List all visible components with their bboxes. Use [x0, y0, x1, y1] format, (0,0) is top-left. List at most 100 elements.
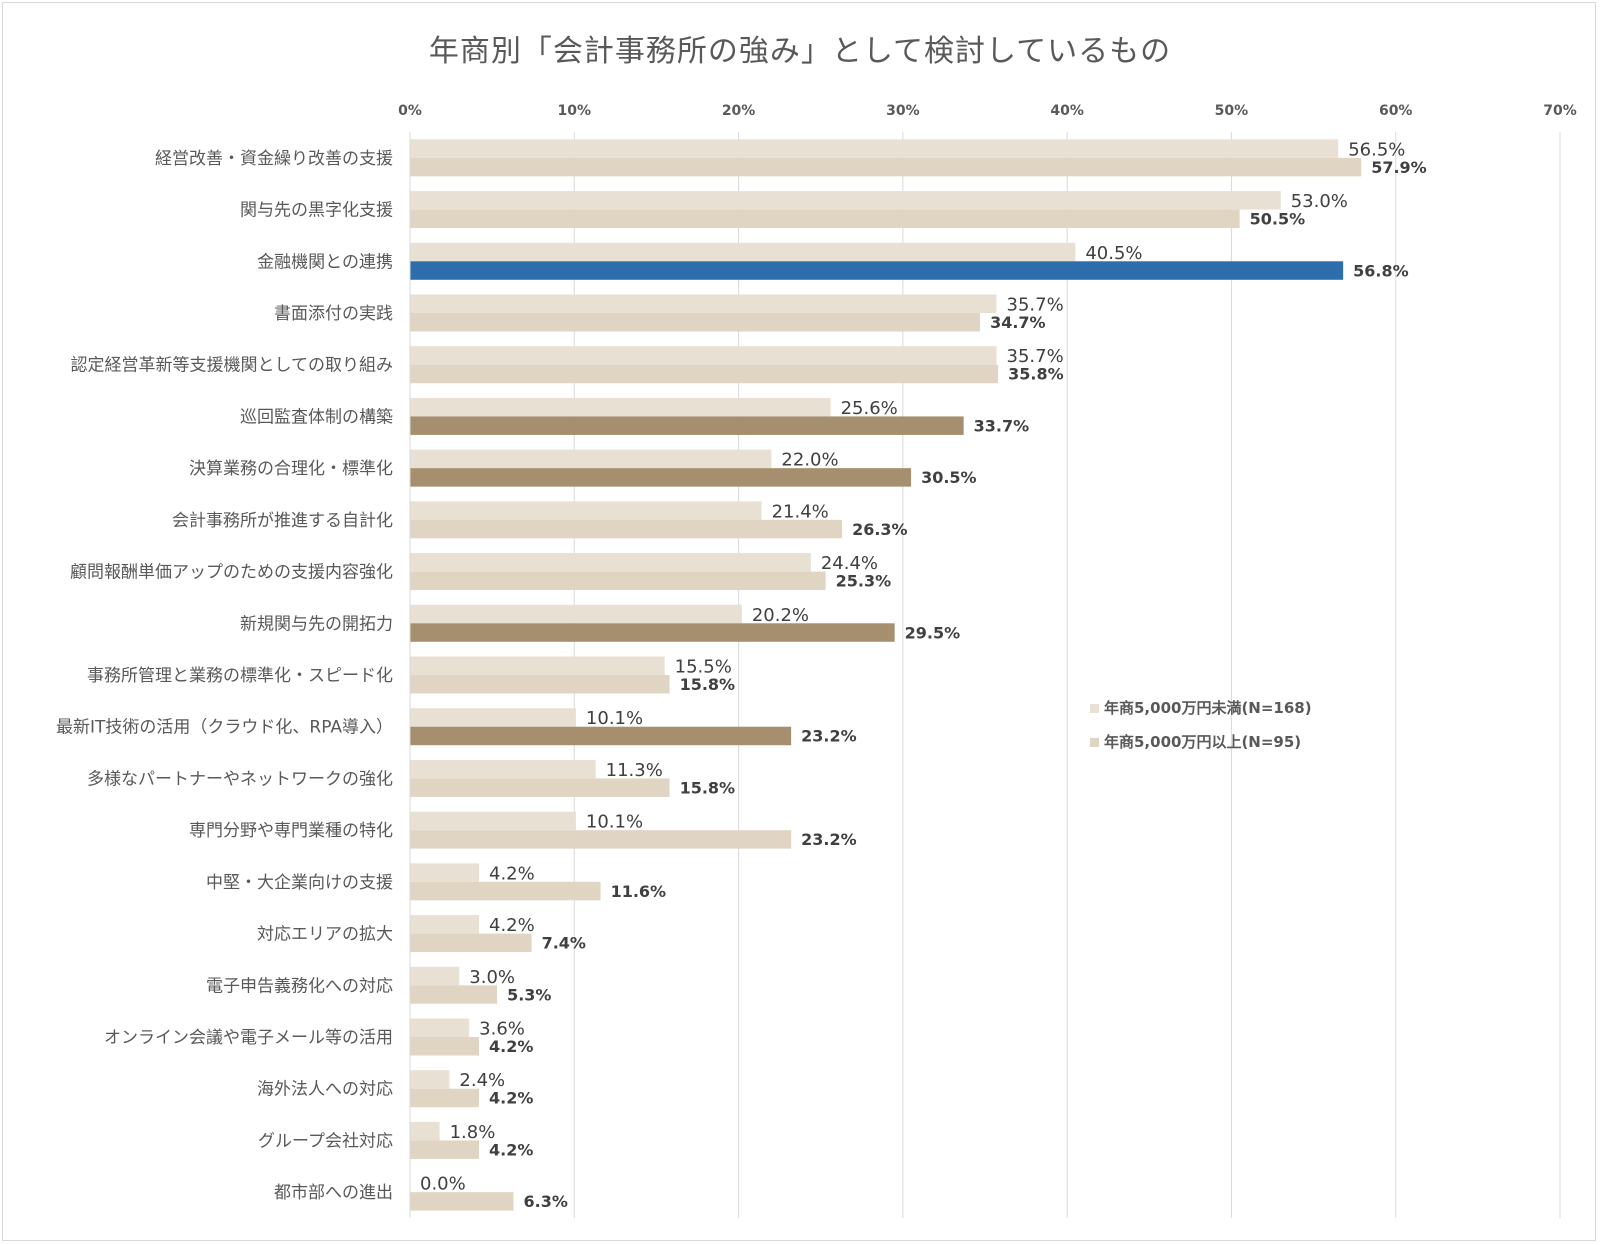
legend-label-series-2: 年商5,000万円以上(N=95) [1104, 733, 1301, 751]
category-label: 経営改善・資金繰り改善の支援 [155, 149, 393, 169]
category-label: 海外法人への対応 [257, 1080, 393, 1100]
category-label: 顧問報酬単価アップのための支援内容強化 [70, 563, 393, 583]
bar-series-2 [410, 571, 826, 591]
bar-series-1 [410, 966, 460, 986]
category-label: 電子申告義務化への対応 [206, 976, 393, 996]
bar-series-2 [410, 1037, 479, 1056]
legend-label-series-1: 年商5,000万円未満(N=168) [1104, 699, 1312, 717]
data-label-series-2: 4.2% [489, 1037, 533, 1056]
data-label-series-2: 23.2% [801, 727, 857, 746]
data-label-series-2: 4.2% [489, 1089, 533, 1108]
bar-series-2 [410, 675, 670, 694]
bar-series-1 [410, 191, 1281, 210]
data-label-series-2: 33.7% [974, 416, 1030, 435]
category-label: 専門分野や専門業種の特化 [189, 821, 393, 841]
bar-series-1 [410, 811, 576, 831]
bar-series-1 [410, 501, 762, 520]
category-label: 金融機関との連携 [257, 252, 393, 272]
bar-series-2 [410, 519, 843, 539]
bar-series-1 [410, 1121, 440, 1141]
data-label-series-2: 26.3% [852, 520, 908, 539]
legend-swatch-series-2 [1090, 738, 1099, 747]
bar-series-2 [410, 830, 792, 849]
category-label: 会計事務所が推進する自計化 [172, 511, 393, 531]
category-label: 多様なパートナーやネットワークの強化 [87, 769, 393, 789]
data-label-series-1: 4.2% [489, 863, 535, 884]
data-label-series-2: 5.3% [507, 985, 551, 1004]
bar-series-1 [410, 759, 596, 779]
data-label-series-1: 0.0% [420, 1174, 466, 1195]
data-label-series-2: 7.4% [542, 934, 586, 953]
category-label: 関与先の黒字化支援 [240, 201, 393, 221]
bar-series-2 [410, 313, 981, 332]
bar-series-2 [410, 726, 792, 746]
category-label: 中堅・大企業向けの支援 [206, 873, 393, 893]
bar-series-2 [410, 1140, 479, 1159]
data-label-series-1: 11.3% [606, 760, 663, 781]
data-label-series-2: 23.2% [801, 830, 857, 849]
bar-series-1 [410, 863, 479, 882]
data-label-series-1: 35.7% [1007, 346, 1064, 367]
bar-series-2 [410, 261, 1344, 280]
category-label: グループ会社対応 [258, 1131, 393, 1151]
bar-series-2 [410, 1192, 514, 1211]
data-label-series-1: 1.8% [450, 1122, 496, 1143]
category-label: 事務所管理と業務の標準化・スピード化 [87, 666, 393, 686]
bar-series-1 [410, 294, 997, 313]
data-label-series-2: 6.3% [524, 1192, 568, 1211]
x-tick-label: 60% [1379, 103, 1413, 119]
data-label-series-2: 56.8% [1353, 261, 1409, 280]
bar-series-2 [410, 157, 1362, 177]
data-label-series-2: 25.3% [836, 572, 892, 591]
bar-series-2 [410, 209, 1240, 229]
bar-series-2 [410, 881, 601, 901]
data-label-series-2: 50.5% [1250, 210, 1306, 229]
data-label-series-2: 15.8% [680, 778, 736, 797]
category-label: 認定経営革新等支援機関としての取り組み [71, 356, 394, 376]
data-label-series-1: 4.2% [489, 915, 535, 936]
bar-series-1 [410, 553, 811, 572]
data-label-series-2: 29.5% [905, 623, 961, 642]
data-label-series-2: 11.6% [611, 882, 667, 901]
data-label-series-1: 22.0% [781, 450, 838, 471]
bar-series-1 [410, 1070, 450, 1089]
data-label-series-1: 40.5% [1085, 243, 1142, 264]
category-label: 最新IT技術の活用（クラウド化、RPA導入） [56, 718, 393, 738]
bar-series-1 [410, 604, 742, 624]
data-label-series-1: 53.0% [1291, 191, 1348, 212]
data-label-series-2: 15.8% [680, 675, 736, 694]
x-tick-label: 30% [886, 103, 920, 119]
category-label: 書面添付の実践 [274, 304, 393, 324]
data-label-series-1: 2.4% [459, 1070, 505, 1091]
bar-series-2 [410, 468, 912, 487]
bar-series-1 [410, 915, 479, 934]
data-label-series-1: 10.1% [586, 708, 643, 729]
x-tick-label: 40% [1050, 103, 1084, 119]
legend-swatch-series-1 [1090, 704, 1099, 713]
data-label-series-1: 56.5% [1348, 139, 1405, 160]
chart-title: 年商別「会計事務所の強み」として検討しているもの [428, 34, 1172, 69]
x-tick-label: 50% [1215, 103, 1249, 119]
bar-series-2 [410, 623, 895, 642]
data-label-series-2: 4.2% [489, 1140, 533, 1159]
data-label-series-2: 34.7% [990, 313, 1046, 332]
bar-series-1 [410, 346, 997, 365]
data-label-series-2: 30.5% [921, 468, 977, 487]
bar-series-1 [410, 242, 1076, 262]
data-label-series-2: 35.8% [1008, 365, 1064, 384]
data-label-series-1: 35.7% [1007, 295, 1064, 316]
bar-series-1 [410, 139, 1339, 158]
data-label-series-1: 24.4% [821, 553, 878, 574]
data-label-series-1: 3.0% [469, 967, 515, 988]
data-label-series-1: 25.6% [841, 398, 898, 419]
bar-series-1 [410, 397, 831, 417]
data-label-series-1: 20.2% [752, 605, 809, 626]
category-label: 新規関与先の開拓力 [240, 614, 393, 634]
x-tick-label: 20% [722, 103, 756, 119]
category-label: 対応エリアの拡大 [257, 925, 393, 945]
data-label-series-1: 3.6% [479, 1019, 525, 1040]
bar-series-1 [410, 708, 576, 727]
bar-series-2 [410, 933, 532, 953]
bar-series-1 [410, 1018, 470, 1037]
data-label-series-2: 57.9% [1371, 158, 1427, 177]
